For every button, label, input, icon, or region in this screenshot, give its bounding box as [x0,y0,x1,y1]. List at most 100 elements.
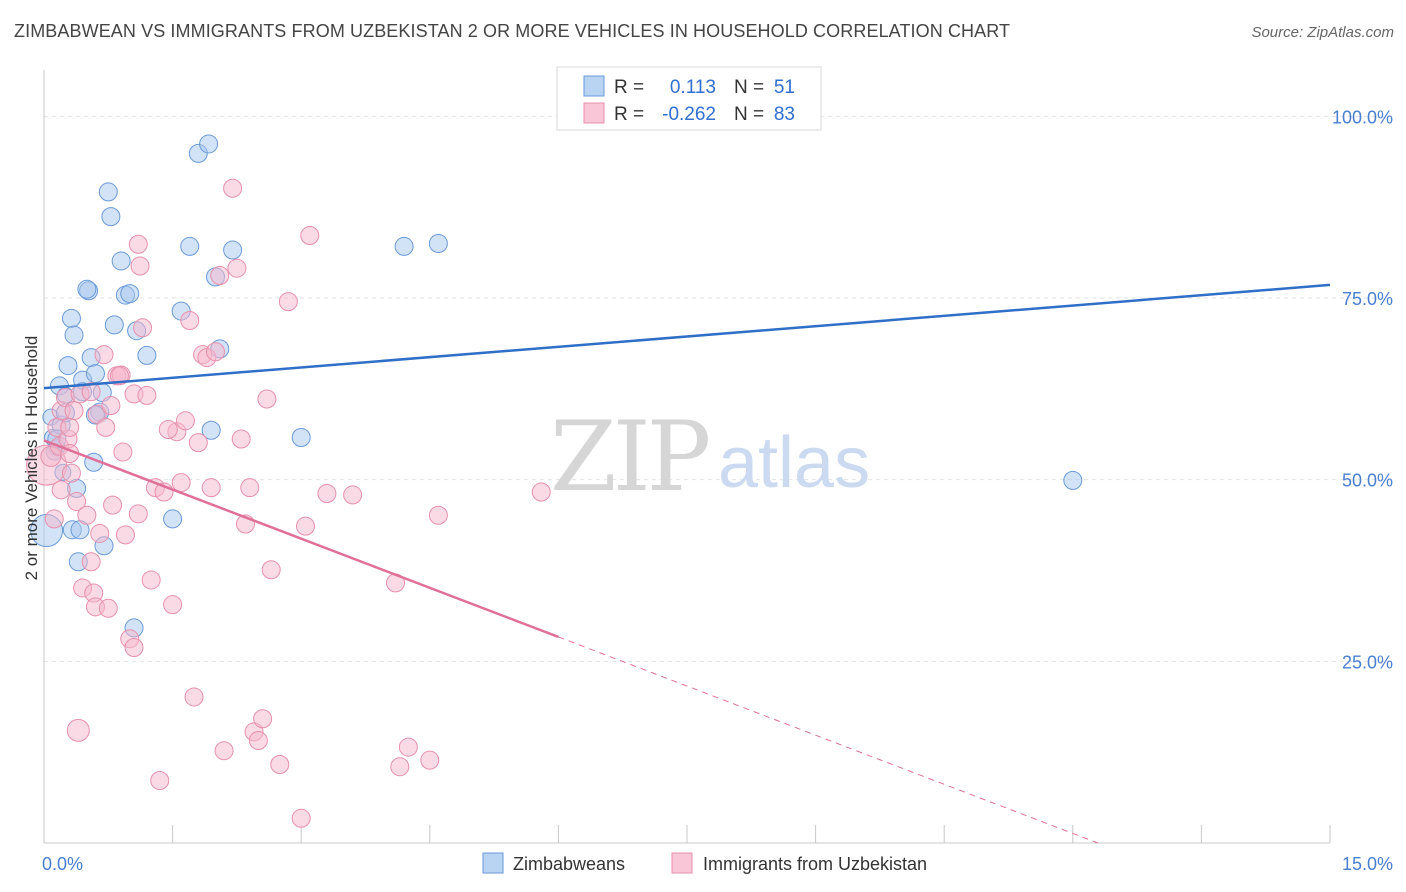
x-tick-label: 0.0% [42,854,83,874]
uzbekistan-point [94,345,114,365]
y-tick-label: 75.0% [1342,289,1393,309]
zimbabwean-point [291,428,311,448]
uzbekistan-point [158,420,178,440]
uzbekistan-point [101,396,121,416]
watermark: ZIP atlas [550,401,870,513]
trend-lines [43,283,1331,844]
zimbabwean-point [61,308,81,328]
uzbekistan-point [261,560,281,580]
zimbabwean-point [98,182,118,202]
zimbabwean-point [199,134,219,154]
gridlines [44,115,1390,662]
zimbabwean-point [137,345,157,365]
uzbekistan-point [531,482,551,502]
uzbekistan-point [201,478,221,498]
uzbekistan-point [188,433,208,453]
data-points [26,134,1083,828]
uzbekistan-point [103,495,123,515]
uzbekistan-point [420,750,440,770]
uzbekistan-point [66,718,90,742]
uzbekistan-point [270,755,290,775]
uzbekistan-point [428,505,448,525]
zimbabwean-point [64,325,84,345]
legend-r-label: R = [614,77,644,98]
uzbekistan-point [109,366,129,386]
uzbekistan-point [317,483,337,503]
zimbabwean-point [101,207,121,227]
uzbekistan-point [150,771,170,791]
uzbekistan-point [98,598,118,618]
uzbekistan-point [90,523,110,543]
uzbekistan-point [184,687,204,707]
legend-r-value: 0.113 [670,77,716,98]
uzbekistan-point [291,808,311,828]
uzbekistan-point [137,385,157,405]
uzbekistan-point [398,737,418,757]
uzbekistan-point [214,741,234,761]
uzbekistan-point [124,638,144,658]
y-tick-labels: 100.0% 75.0% 50.0% 25.0% [1332,107,1393,672]
y-tick-label: 100.0% [1332,107,1393,127]
legend-swatch-zimbabweans [583,75,605,97]
legend-n-value: 83 [774,104,795,125]
uzbekistan-trend-line [43,439,559,639]
uzbekistan-point [223,178,243,198]
zimbabwean-point [394,236,414,256]
zimbabwean-point [1063,470,1083,490]
watermark-atlas: atlas [718,423,870,503]
uzbekistan-point [141,570,161,590]
uzbekistan-point [300,226,320,246]
x-tick-labels: 0.0% 15.0% [42,854,1393,874]
uzbekistan-point [240,478,260,498]
uzbekistan-point [171,473,191,493]
uzbekistan-point [205,342,225,362]
legend-bottom-swatch-zimbabweans [482,852,504,874]
uzbekistan-point [64,401,84,421]
uzbekistan-point [60,417,80,437]
source-label: Source: ZipAtlas.com [1251,24,1394,41]
uzbekistan-point [81,552,101,572]
zimbabwean-point [223,240,243,260]
uzbekistan-point [248,731,268,751]
uzbekistan-point [51,480,71,500]
uzbekistan-point [343,485,363,505]
legend-n-label: N = [734,77,764,98]
zimbabwean-trend-line [43,283,1331,390]
uzbekistan-point [163,595,183,615]
x-tick-label: 15.0% [1342,854,1393,874]
uzbekistan-point [231,429,251,449]
legend-bottom: Zimbabweans Immigrants from Uzbekistan [482,852,927,874]
zimbabwean-point [180,236,200,256]
uzbekistan-point [115,525,135,545]
uzbekistan-point [227,258,247,278]
legend-r-value: -0.262 [662,104,716,125]
uzbekistan-point [44,509,64,529]
y-tick-label: 50.0% [1342,471,1393,491]
zimbabwean-point [111,251,131,271]
uzbekistan-point [128,504,148,524]
uzbekistan-point [113,442,133,462]
uzbekistan-point [295,516,315,536]
uzbekistan-point [96,417,116,437]
legend-r-label: R = [614,104,644,125]
uzbekistan-point [61,463,81,483]
uzbekistan-point [77,505,97,525]
uzbekistan-point [257,389,277,409]
uzbekistan-point [133,318,153,338]
zimbabwean-point [85,364,105,384]
zimbabwean-point [58,356,78,376]
y-axis-label: 2 or more Vehicles in Household [22,336,41,581]
uzbekistan-point [278,292,298,312]
legend-bottom-swatch-uzbekistan [671,852,693,874]
uzbekistan-point [81,382,101,402]
zimbabwean-point [163,509,183,529]
legend-bottom-label: Zimbabweans [513,854,625,874]
zimbabwean-point [120,284,140,304]
legend-swatch-uzbekistan [583,102,605,124]
zimbabwean-point [428,234,448,253]
legend-n-label: N = [734,104,764,125]
legend-bottom-label: Immigrants from Uzbekistan [703,854,927,874]
zimbabwean-point [77,279,97,299]
uzbekistan-point [130,256,150,276]
